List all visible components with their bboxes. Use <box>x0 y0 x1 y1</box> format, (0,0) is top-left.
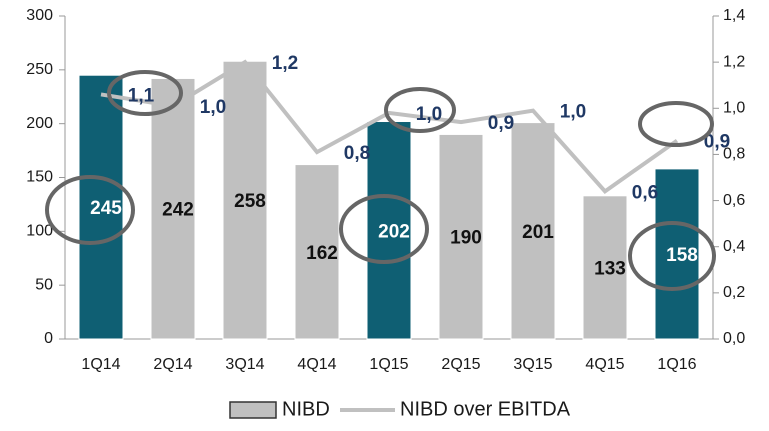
bar <box>510 122 556 340</box>
y-tick-label: 100 <box>26 223 53 240</box>
line <box>100 59 679 195</box>
highlight-ellipse <box>384 87 456 133</box>
y-tick-label: 50 <box>35 276 53 293</box>
y2-tick-label: 1,4 <box>723 7 745 24</box>
y2-tick-label: 0,0 <box>723 330 745 347</box>
annotations <box>45 70 716 291</box>
y-tick-label: 150 <box>26 169 53 186</box>
y2-tick-label: 0,2 <box>723 284 745 301</box>
bar-value-label: 133 <box>594 258 626 279</box>
legend-label: NIBD <box>282 398 330 420</box>
line-value-label: 1,0 <box>200 97 226 118</box>
line-value-label: 0,9 <box>704 132 730 153</box>
x-tick-label: 2Q15 <box>441 356 480 373</box>
bar <box>222 60 268 340</box>
line-value-label: 0,8 <box>344 143 370 164</box>
x-tick-label: 4Q15 <box>585 356 624 373</box>
highlight-ellipse <box>107 70 183 116</box>
x-tick-label: 3Q14 <box>225 356 264 373</box>
x-tick-label: 1Q15 <box>369 356 408 373</box>
x-tick-label: 1Q16 <box>657 356 696 373</box>
legend: NIBD NIBD over EBITDA <box>229 398 571 420</box>
plot: 0 50 100 150 200 250 300 0,0 0,2 0,4 0,6 0,8 1,0 1,2 1… <box>26 7 745 373</box>
bar <box>438 133 484 340</box>
line-value-label: 0,9 <box>488 113 514 134</box>
bar-value-label: 202 <box>378 221 410 242</box>
x-tick-label: 2Q14 <box>153 356 192 373</box>
bar <box>294 164 340 340</box>
y-tick-label: 200 <box>26 115 53 132</box>
y-tick-label: 250 <box>26 61 53 78</box>
y2-tick-label: 0,4 <box>723 238 745 255</box>
bar <box>78 74 124 340</box>
y2-tick-label: 1,2 <box>723 53 745 70</box>
bar <box>582 195 628 340</box>
highlight-ellipse <box>628 221 716 291</box>
bar-value-label: 245 <box>90 198 122 219</box>
bar-value-label: 242 <box>162 200 194 221</box>
x-tick-label: 1Q14 <box>81 356 120 373</box>
y2-tick-label: 0,6 <box>723 192 745 209</box>
y2-tick-label: 1,0 <box>723 100 745 117</box>
bar <box>150 77 196 340</box>
bar-value-label: 201 <box>522 222 554 243</box>
highlight-ellipse <box>638 101 714 147</box>
line-value-label: 0,6 <box>632 182 658 203</box>
line-value-label: 1,2 <box>272 53 298 74</box>
bar <box>654 168 700 340</box>
line-value-label: 1,0 <box>560 102 586 123</box>
bar-value-label: 190 <box>450 228 482 249</box>
legend-label: NIBD over EBITDA <box>400 398 571 420</box>
y-tick-label: 0 <box>44 330 53 347</box>
y-tick-label: 300 <box>26 7 53 24</box>
bar-value-label: 258 <box>234 191 266 212</box>
x-tick-label: 3Q15 <box>513 356 552 373</box>
bar-value-label: 162 <box>306 243 338 264</box>
y2-tick-label: 0,8 <box>723 146 745 163</box>
line-value-label: 1,1 <box>128 85 155 106</box>
highlight-ellipse <box>339 194 429 264</box>
line-value-label: 1,0 <box>416 104 442 125</box>
bar-value-label: 158 <box>666 245 698 266</box>
highlight-ellipse <box>45 175 135 245</box>
legend-swatch <box>229 401 277 419</box>
x-tick-label: 4Q14 <box>297 356 336 373</box>
